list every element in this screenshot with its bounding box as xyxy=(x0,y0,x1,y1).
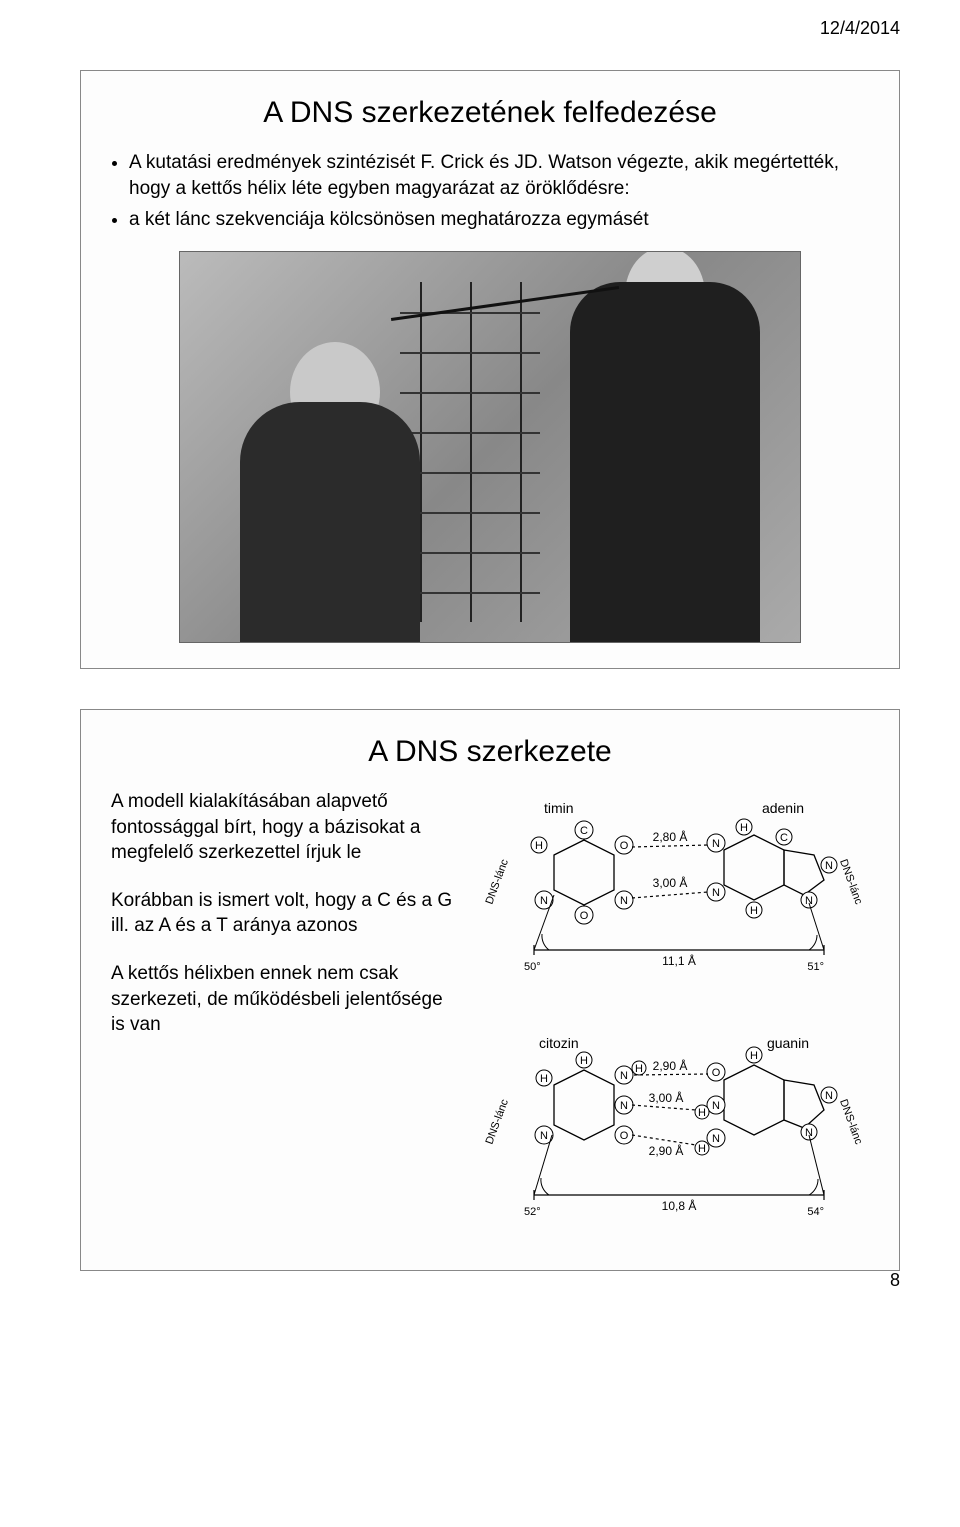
svg-text:H: H xyxy=(698,1143,706,1155)
svg-text:N: N xyxy=(620,1070,628,1082)
slide2-diagrams: DNS-lánc DNS-lánc timin adenin H C O N O… xyxy=(480,789,869,1245)
slide2-paragraph: Korábban is ismert volt, hogy a C és a G… xyxy=(111,888,460,939)
svg-text:N: N xyxy=(712,1100,720,1112)
svg-text:N: N xyxy=(712,887,720,899)
chain-label-left: DNS-lánc xyxy=(484,1097,511,1146)
slide-1: A DNS szerkezetének felfedezése A kutatá… xyxy=(80,70,900,669)
svg-text:N: N xyxy=(805,895,813,907)
svg-text:N: N xyxy=(825,1090,833,1102)
slide2-text: A modell kialakításában alapvető fontoss… xyxy=(111,789,460,1245)
slide1-title: A DNS szerkezetének felfedezése xyxy=(111,96,869,130)
page-number: 8 xyxy=(890,1270,900,1291)
svg-text:O: O xyxy=(620,840,629,852)
hbond-distance: 2,90 Å xyxy=(653,1058,688,1073)
base-label-adenin: adenin xyxy=(762,800,804,816)
watson-crick-photo xyxy=(179,251,801,643)
hbond-distance: 3,00 Å xyxy=(649,1090,684,1105)
base-pair-citozin-guanin: DNS-lánc DNS-lánc citozin guanin H N H N… xyxy=(484,1030,864,1245)
base-label-citozin: citozin xyxy=(539,1035,579,1051)
hbond-distance: 2,80 Å xyxy=(653,829,688,844)
svg-text:H: H xyxy=(740,822,748,834)
pair-width: 10,8 Å xyxy=(662,1198,697,1213)
slide1-bullets: A kutatási eredmények szintézisét F. Cri… xyxy=(111,150,869,233)
svg-text:H: H xyxy=(540,1073,548,1085)
svg-text:H: H xyxy=(750,905,758,917)
angle-right: 54° xyxy=(808,1206,825,1218)
angle-left: 52° xyxy=(524,1206,541,1218)
chain-label-right: DNS-lánc xyxy=(837,1098,864,1147)
page-date: 12/4/2014 xyxy=(820,18,900,39)
chain-label-left: DNS-lánc xyxy=(484,857,511,906)
slide2-paragraph: A modell kialakításában alapvető fontoss… xyxy=(111,789,460,866)
svg-text:H: H xyxy=(698,1107,706,1119)
svg-text:N: N xyxy=(620,1100,628,1112)
base-label-timin: timin xyxy=(544,800,574,816)
svg-text:N: N xyxy=(712,1133,720,1145)
chain-label-right: DNS-lánc xyxy=(837,858,864,907)
svg-text:N: N xyxy=(620,895,628,907)
svg-text:C: C xyxy=(780,832,788,844)
svg-text:N: N xyxy=(540,1130,548,1142)
svg-text:O: O xyxy=(712,1067,721,1079)
slide2-title: A DNS szerkezete xyxy=(111,735,869,769)
slide1-bullet: a két lánc szekvenciája kölcsönösen megh… xyxy=(129,207,869,233)
svg-text:N: N xyxy=(805,1127,813,1139)
pair-width: 11,1 Å xyxy=(662,953,696,968)
hbond-distance: 3,00 Å xyxy=(653,875,688,890)
slide2-paragraph: A kettős hélixben ennek nem csak szerkez… xyxy=(111,961,460,1038)
slide1-bullet: A kutatási eredmények szintézisét F. Cri… xyxy=(129,150,869,201)
svg-text:O: O xyxy=(580,910,589,922)
svg-text:O: O xyxy=(620,1130,629,1142)
svg-text:N: N xyxy=(540,895,548,907)
svg-text:H: H xyxy=(580,1055,588,1067)
svg-text:N: N xyxy=(825,860,833,872)
svg-text:H: H xyxy=(535,840,543,852)
angle-right: 51° xyxy=(808,961,825,973)
base-label-guanin: guanin xyxy=(767,1035,809,1051)
angle-left: 50° xyxy=(524,961,541,973)
svg-text:N: N xyxy=(712,838,720,850)
svg-text:C: C xyxy=(580,825,588,837)
hbond-distance: 2,90 Å xyxy=(649,1143,684,1158)
svg-text:H: H xyxy=(635,1063,643,1075)
svg-text:H: H xyxy=(750,1050,758,1062)
base-pair-timin-adenin: DNS-lánc DNS-lánc timin adenin H C O N O… xyxy=(484,795,864,1000)
slide-2: A DNS szerkezete A modell kialakításában… xyxy=(80,709,900,1271)
